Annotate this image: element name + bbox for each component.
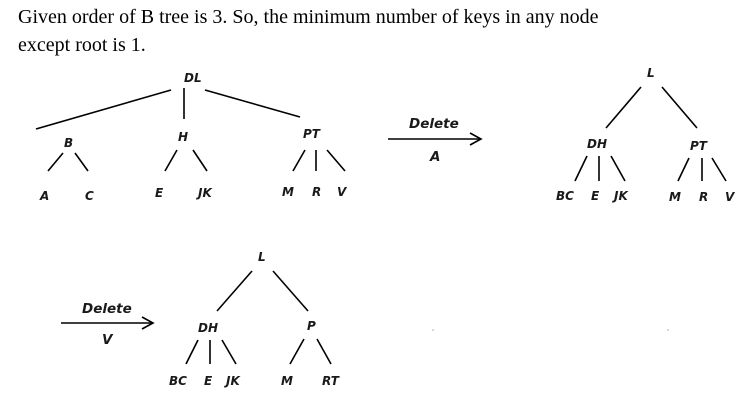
tree1-node-pt: PT bbox=[303, 127, 321, 141]
tree3-leaf-m: M bbox=[281, 374, 293, 388]
tree2-edge-pt-v bbox=[711, 157, 727, 182]
tree1-leaf-jk: JK bbox=[196, 186, 213, 200]
tree2-leaf-bc: BC bbox=[556, 189, 574, 203]
tree2-edge-dh-jk bbox=[610, 155, 626, 182]
op2-key-label: V bbox=[102, 332, 114, 348]
tree1-edge-root-right bbox=[204, 89, 301, 118]
tree3-root-node: L bbox=[258, 250, 266, 264]
tree1-edge-pt-m bbox=[292, 149, 306, 172]
tree2-node-pt: PT bbox=[690, 139, 708, 153]
tree2-leaf-e: E bbox=[591, 189, 600, 203]
tree1-edge-root-left bbox=[35, 89, 172, 130]
tree3-node-p: P bbox=[307, 319, 316, 333]
tree1-edge-h-jk bbox=[192, 149, 208, 172]
tree-2: L DH PT BC E JK M R V bbox=[556, 66, 736, 204]
tree2-edge-dh-bc bbox=[574, 155, 588, 182]
tree3-leaf-e: E bbox=[204, 374, 213, 388]
op1-key-label: A bbox=[429, 149, 440, 165]
tree2-edge-root-right bbox=[661, 86, 698, 129]
tree3-edge-dh-jk bbox=[221, 339, 237, 365]
tree2-leaf-jk: JK bbox=[612, 189, 629, 203]
tree3-leaf-bc: BC bbox=[169, 374, 187, 388]
tree1-node-b: B bbox=[64, 136, 73, 150]
tree3-leaf-jk: JK bbox=[224, 374, 241, 388]
tree3-edge-root-right bbox=[272, 270, 309, 312]
op1-action-label: Delete bbox=[409, 116, 459, 132]
intro-text: Given order of B tree is 3. So, the mini… bbox=[18, 3, 738, 59]
tree3-edge-p-rt bbox=[316, 338, 332, 365]
scan-speck bbox=[432, 329, 434, 331]
tree1-edge-b-c bbox=[74, 152, 89, 172]
tree3-edge-dh-bc bbox=[185, 339, 199, 365]
tree2-edge-pt-m bbox=[677, 157, 690, 182]
tree-3: L DH P BC E JK M RT bbox=[169, 250, 340, 388]
tree2-node-dh: DH bbox=[587, 137, 607, 151]
operation-2: Delete V bbox=[61, 301, 155, 348]
intro-line-2: except root is 1. bbox=[18, 34, 146, 56]
tree2-leaf-m: M bbox=[669, 190, 681, 204]
tree2-leaf-v: V bbox=[725, 190, 736, 204]
scan-speck bbox=[667, 329, 669, 331]
tree1-root-node: DL bbox=[184, 71, 202, 85]
tree1-edge-b-a bbox=[47, 152, 64, 172]
tree1-edge-h-e bbox=[164, 149, 178, 172]
op2-action-label: Delete bbox=[82, 301, 132, 317]
tree1-edge-pt-v bbox=[326, 149, 346, 172]
tree2-leaf-r: R bbox=[699, 190, 708, 204]
tree3-leaf-rt: RT bbox=[322, 374, 340, 388]
tree1-leaf-r: R bbox=[312, 185, 321, 199]
tree3-edge-root-left bbox=[216, 270, 253, 312]
tree1-leaf-c: C bbox=[85, 189, 94, 203]
tree1-leaf-v: V bbox=[337, 185, 348, 199]
operation-1: Delete A bbox=[388, 116, 483, 165]
tree1-node-h: H bbox=[178, 130, 188, 144]
tree3-node-dh: DH bbox=[198, 321, 218, 335]
tree2-edge-root-left bbox=[605, 86, 642, 129]
intro-line-1: Given order of B tree is 3. So, the mini… bbox=[18, 6, 599, 28]
tree-1: DL B H PT A C E JK M R V bbox=[35, 71, 348, 203]
tree2-root-node: L bbox=[647, 66, 655, 80]
tree3-edge-p-m bbox=[289, 338, 305, 365]
op1-arrow-head-icon bbox=[469, 132, 483, 146]
tree1-leaf-m: M bbox=[282, 185, 294, 199]
tree1-leaf-a: A bbox=[39, 189, 49, 203]
tree1-leaf-e: E bbox=[155, 186, 164, 200]
op2-arrow-head-icon bbox=[141, 316, 155, 330]
